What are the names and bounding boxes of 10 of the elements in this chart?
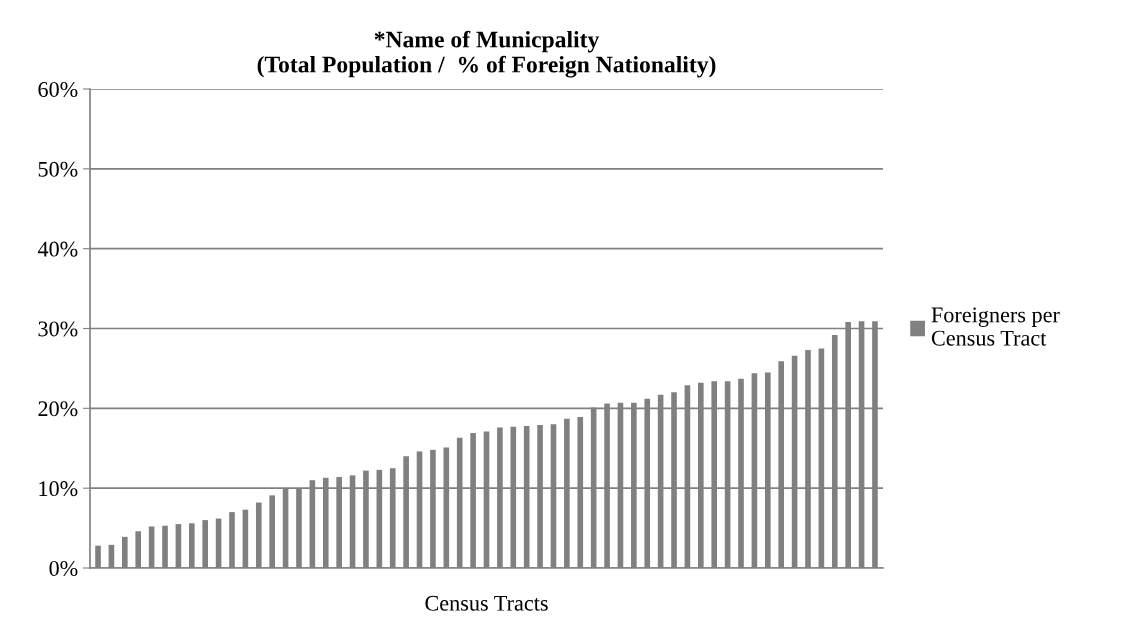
chart-title: *Name of Municpality (Total Population / % of Foreign Nationality) bbox=[257, 30, 716, 78]
y-tick-label: 40% bbox=[37, 241, 78, 257]
y-tick-label: 10% bbox=[39, 481, 78, 497]
x-axis-title: Census Tracts bbox=[425, 595, 548, 611]
y-tick-label: 60% bbox=[38, 81, 78, 97]
legend-label: Foreigners per Census Tract bbox=[931, 307, 1060, 346]
y-tick-label: 30% bbox=[38, 321, 78, 337]
y-tick-label: 0% bbox=[49, 560, 78, 576]
y-tick-label: 50% bbox=[38, 161, 78, 177]
y-tick-label: 20% bbox=[38, 401, 78, 417]
